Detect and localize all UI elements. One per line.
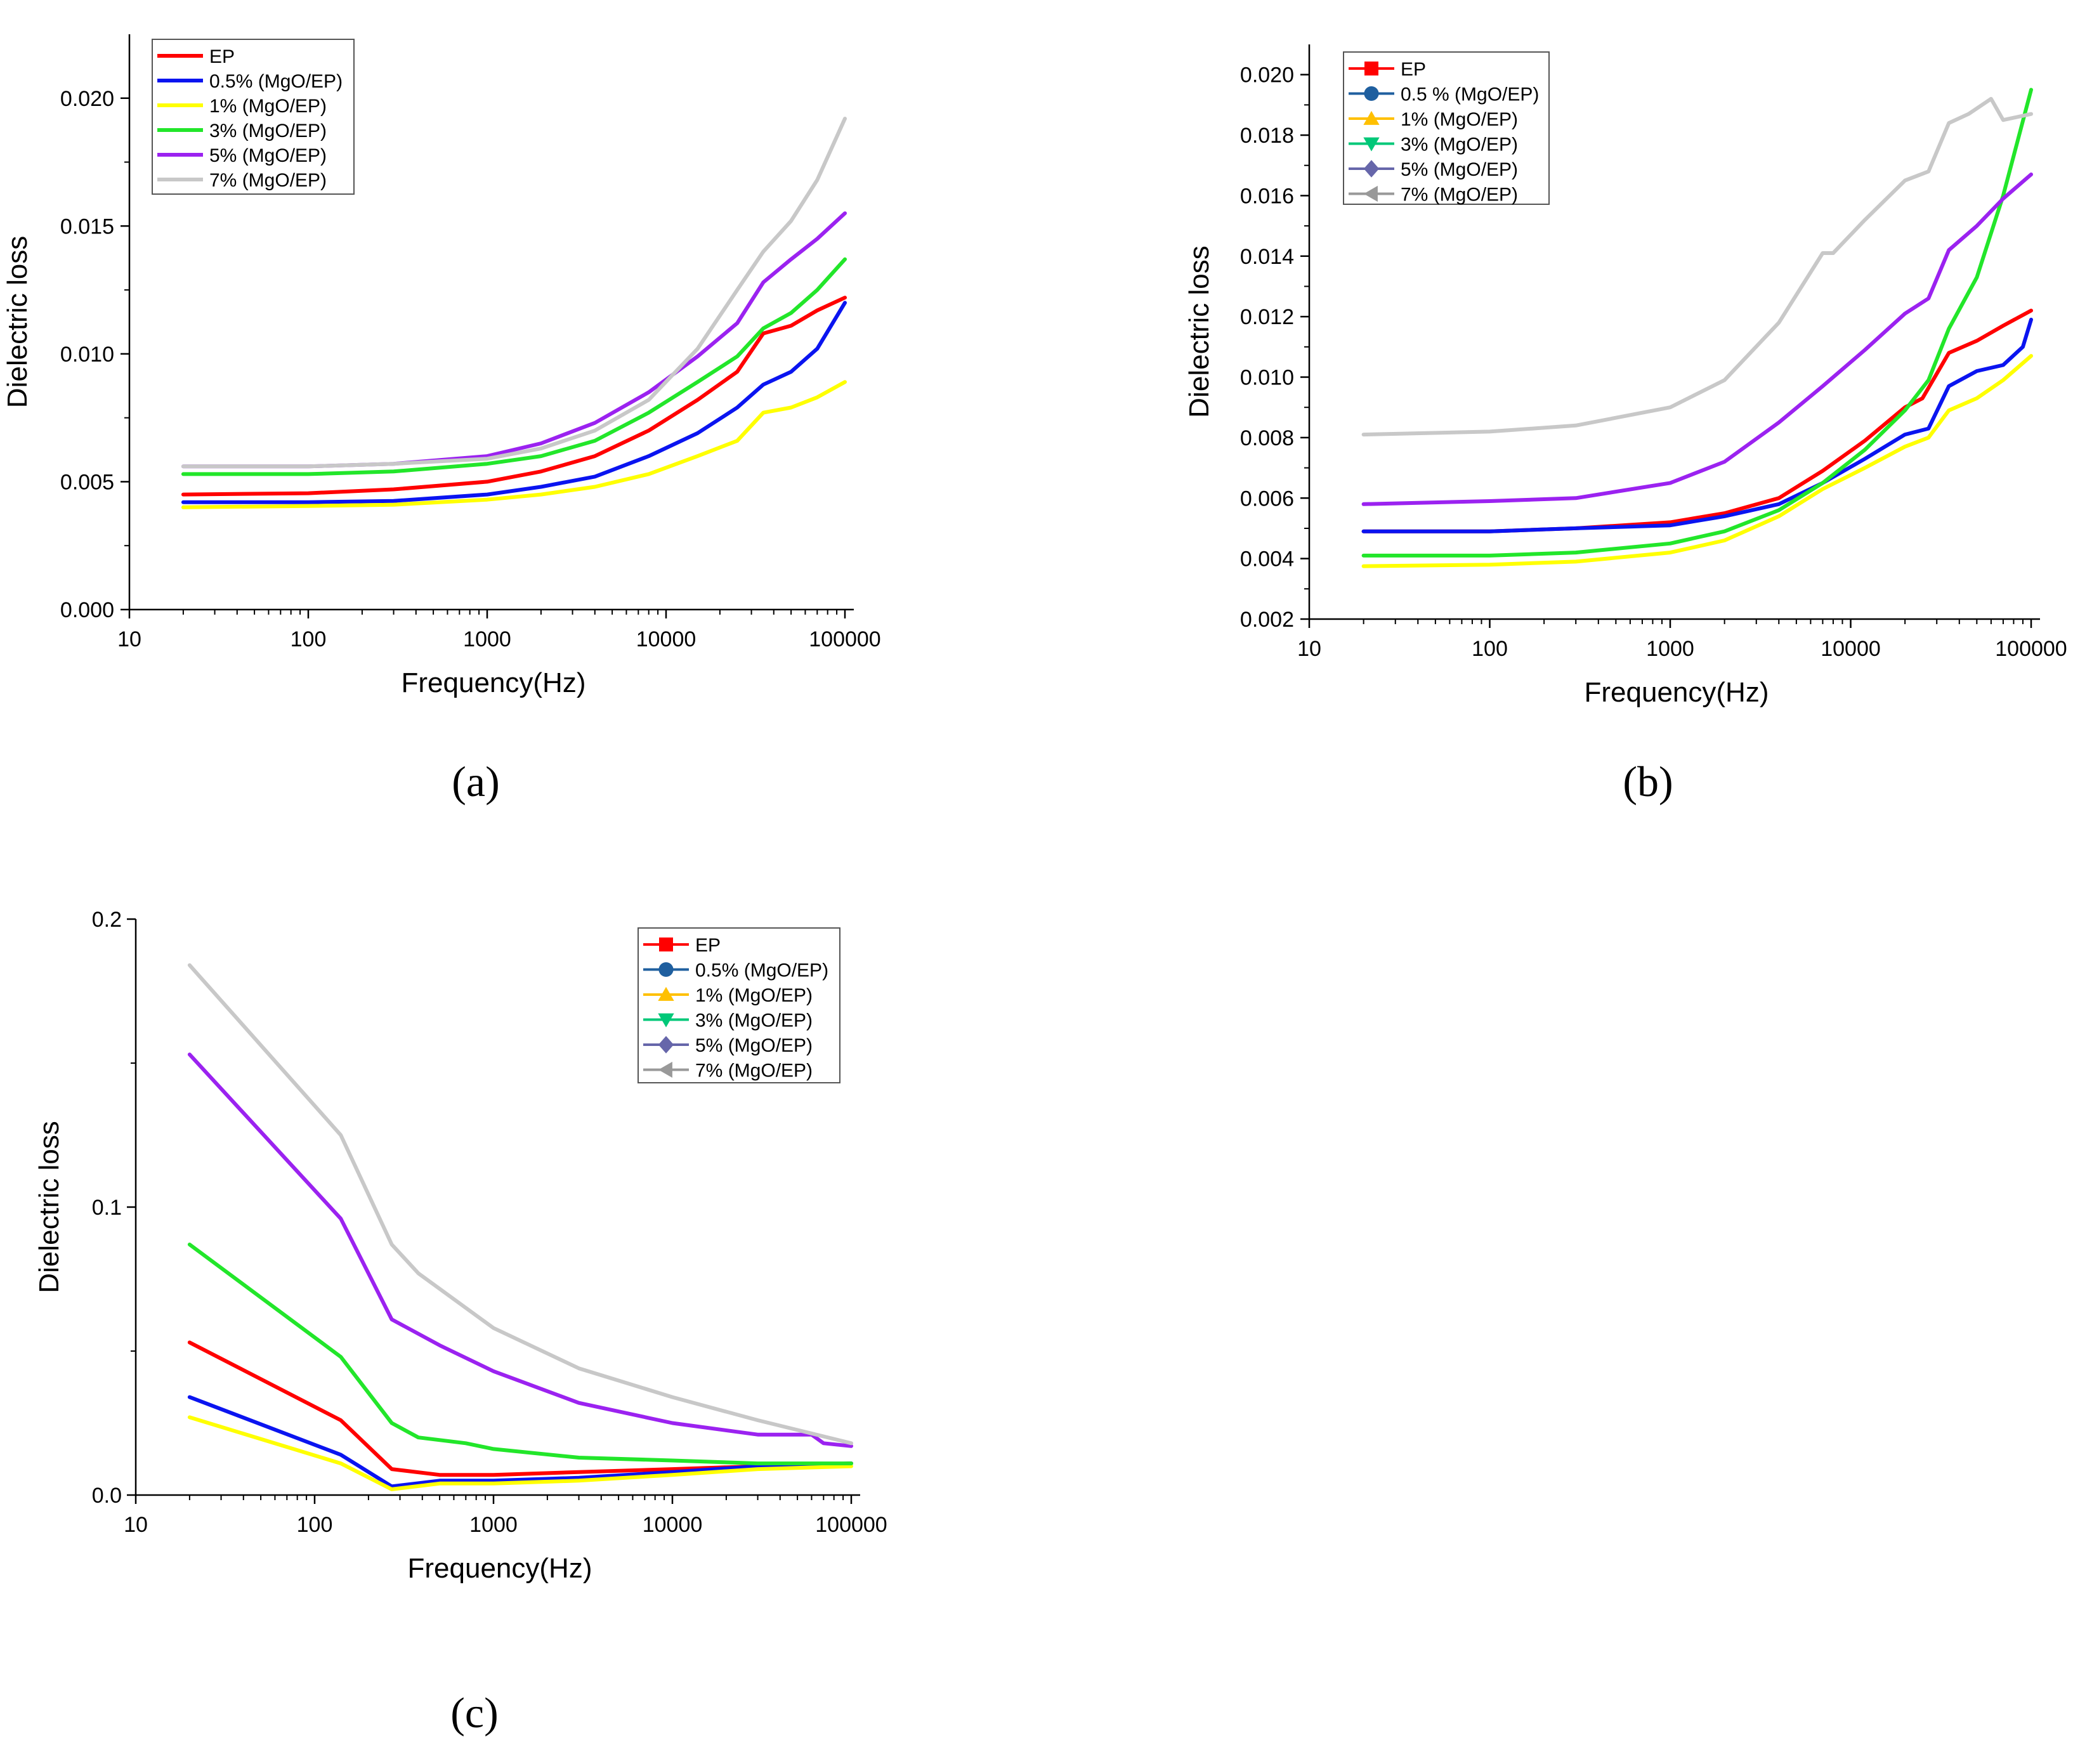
- legend-label: 5% (MgO/EP): [209, 145, 327, 166]
- x-tick-label: 10000: [643, 1513, 703, 1537]
- chart-panel-1: 10 100 1000 10000 100000 0.000 0.005 0.010 0.015…: [2, 34, 881, 806]
- y-tick-label: 0.014: [1240, 245, 1294, 269]
- legend-label: 7% (MgO/EP): [695, 1061, 813, 1081]
- series-line: [1361, 88, 2033, 558]
- y-tick-label: 0.2: [92, 908, 122, 932]
- y-tick-label: 0.015: [60, 214, 114, 238]
- x-tick-label: 100: [297, 1513, 333, 1537]
- y-tick-label: 0.020: [60, 87, 114, 111]
- legend-marker: [659, 938, 673, 951]
- series-line: [181, 257, 847, 476]
- series-line: [1361, 173, 2033, 506]
- x-tick-label: 100000: [815, 1513, 887, 1537]
- legend-marker: [1363, 160, 1380, 178]
- legend-marker: [1363, 185, 1378, 202]
- series-line: [187, 1243, 853, 1466]
- series-line: [187, 1052, 853, 1448]
- y-tick-label: 0.018: [1240, 124, 1294, 148]
- legend-label: 7% (MgO/EP): [209, 170, 327, 191]
- series-line: [187, 963, 853, 1446]
- x-tick-label: 1000: [1646, 637, 1694, 661]
- x-tick-label: 10000: [1821, 637, 1881, 661]
- y-axis-label: Dielectric loss: [34, 1121, 65, 1293]
- legend-label: EP: [209, 46, 235, 67]
- series-line: [187, 1340, 853, 1477]
- x-tick-label: 100000: [809, 627, 880, 651]
- panel-label: (a): [452, 757, 499, 806]
- y-tick-label: 0.016: [1240, 184, 1294, 208]
- legend-marker: [658, 1061, 672, 1078]
- legend-label: 3% (MgO/EP): [695, 1010, 813, 1031]
- y-axis-label: Dielectric loss: [2, 236, 33, 408]
- series-line: [1361, 317, 2033, 533]
- chart-panel-3: 10 100 1000 10000 100000 0.0 0.1 0.2 Frequency(H…: [34, 908, 887, 1737]
- series-line: [181, 380, 847, 509]
- series-line: [1361, 354, 2033, 568]
- legend: EP 0.5 % (MgO/EP) 1% (MgO/EP) 3% (MgO/EP) 5%…: [1343, 51, 1550, 206]
- series-line: [187, 1415, 853, 1491]
- x-tick-label: 10: [124, 1513, 148, 1537]
- legend-marker: [658, 962, 674, 977]
- series-line: [181, 117, 847, 469]
- y-tick-label: 0.002: [1240, 608, 1294, 632]
- y-tick-label: 0.0: [92, 1484, 122, 1508]
- x-axis-label: Frequency(Hz): [1585, 677, 1769, 708]
- legend-label: 3% (MgO/EP): [1401, 134, 1518, 155]
- legend-label: 5% (MgO/EP): [1401, 159, 1518, 180]
- chart-panel-2: 10 100 1000 10000 100000 0.002 0.004 0.006 0.008…: [1184, 44, 2067, 806]
- y-axis-label: Dielectric loss: [1184, 245, 1215, 417]
- x-tick-label: 10000: [636, 627, 696, 651]
- x-tick-label: 1000: [463, 627, 511, 651]
- legend: EP 0.5% (MgO/EP) 1% (MgO/EP) 3% (MgO/EP) 5% …: [638, 927, 840, 1083]
- panel-label: (c): [450, 1689, 498, 1737]
- legend-marker: [1364, 86, 1379, 101]
- legend-marker: [1363, 110, 1380, 125]
- legend-label: 0.5% (MgO/EP): [695, 960, 828, 981]
- legend-label: 1% (MgO/EP): [695, 985, 813, 1006]
- x-tick-label: 1000: [469, 1513, 518, 1537]
- y-tick-label: 0.006: [1240, 487, 1294, 511]
- y-tick-label: 0.010: [1240, 366, 1294, 390]
- legend-label: 1% (MgO/EP): [1401, 109, 1518, 130]
- legend-label: 7% (MgO/EP): [1401, 185, 1518, 206]
- x-tick-label: 100: [1472, 637, 1508, 661]
- series-line: [181, 301, 847, 504]
- y-tick-label: 0.004: [1240, 547, 1294, 572]
- x-tick-label: 10: [1297, 637, 1321, 661]
- y-tick-label: 0.010: [60, 343, 114, 367]
- y-tick-label: 0.000: [60, 598, 114, 622]
- series-line: [187, 1395, 853, 1489]
- legend-label: 1% (MgO/EP): [209, 96, 327, 117]
- x-tick-label: 100000: [1995, 637, 2067, 661]
- x-axis-label: Frequency(Hz): [402, 667, 586, 698]
- x-tick-label: 100: [291, 627, 327, 651]
- legend-marker: [658, 986, 674, 1001]
- legend: EP 0.5% (MgO/EP) 1% (MgO/EP) 3% (MgO/EP) 5% …: [152, 39, 355, 195]
- series-line: [181, 211, 847, 469]
- series-line: [1361, 96, 2033, 437]
- legend-label: 3% (MgO/EP): [209, 121, 327, 141]
- y-tick-label: 0.012: [1240, 305, 1294, 329]
- x-tick-label: 10: [117, 627, 141, 651]
- legend-marker: [1364, 62, 1378, 75]
- legend-marker: [658, 1036, 674, 1054]
- legend-marker: [658, 1013, 674, 1028]
- panel-label: (b): [1623, 757, 1673, 806]
- y-tick-label: 0.020: [1240, 63, 1294, 88]
- legend-box: [638, 927, 840, 1083]
- legend-label: EP: [695, 935, 721, 956]
- legend-label: 5% (MgO/EP): [695, 1035, 813, 1056]
- y-tick-label: 0.008: [1240, 426, 1294, 450]
- x-axis-label: Frequency(Hz): [408, 1553, 592, 1584]
- y-tick-label: 0.1: [92, 1196, 122, 1220]
- legend-label: 0.5% (MgO/EP): [209, 71, 343, 92]
- legend-box: [152, 39, 355, 195]
- series-line: [181, 296, 847, 497]
- legend-label: 0.5 % (MgO/EP): [1401, 84, 1539, 105]
- legend-marker: [1363, 137, 1380, 152]
- legend-label: EP: [1401, 59, 1426, 80]
- legend-box: [1343, 51, 1550, 205]
- y-tick-label: 0.005: [60, 470, 114, 494]
